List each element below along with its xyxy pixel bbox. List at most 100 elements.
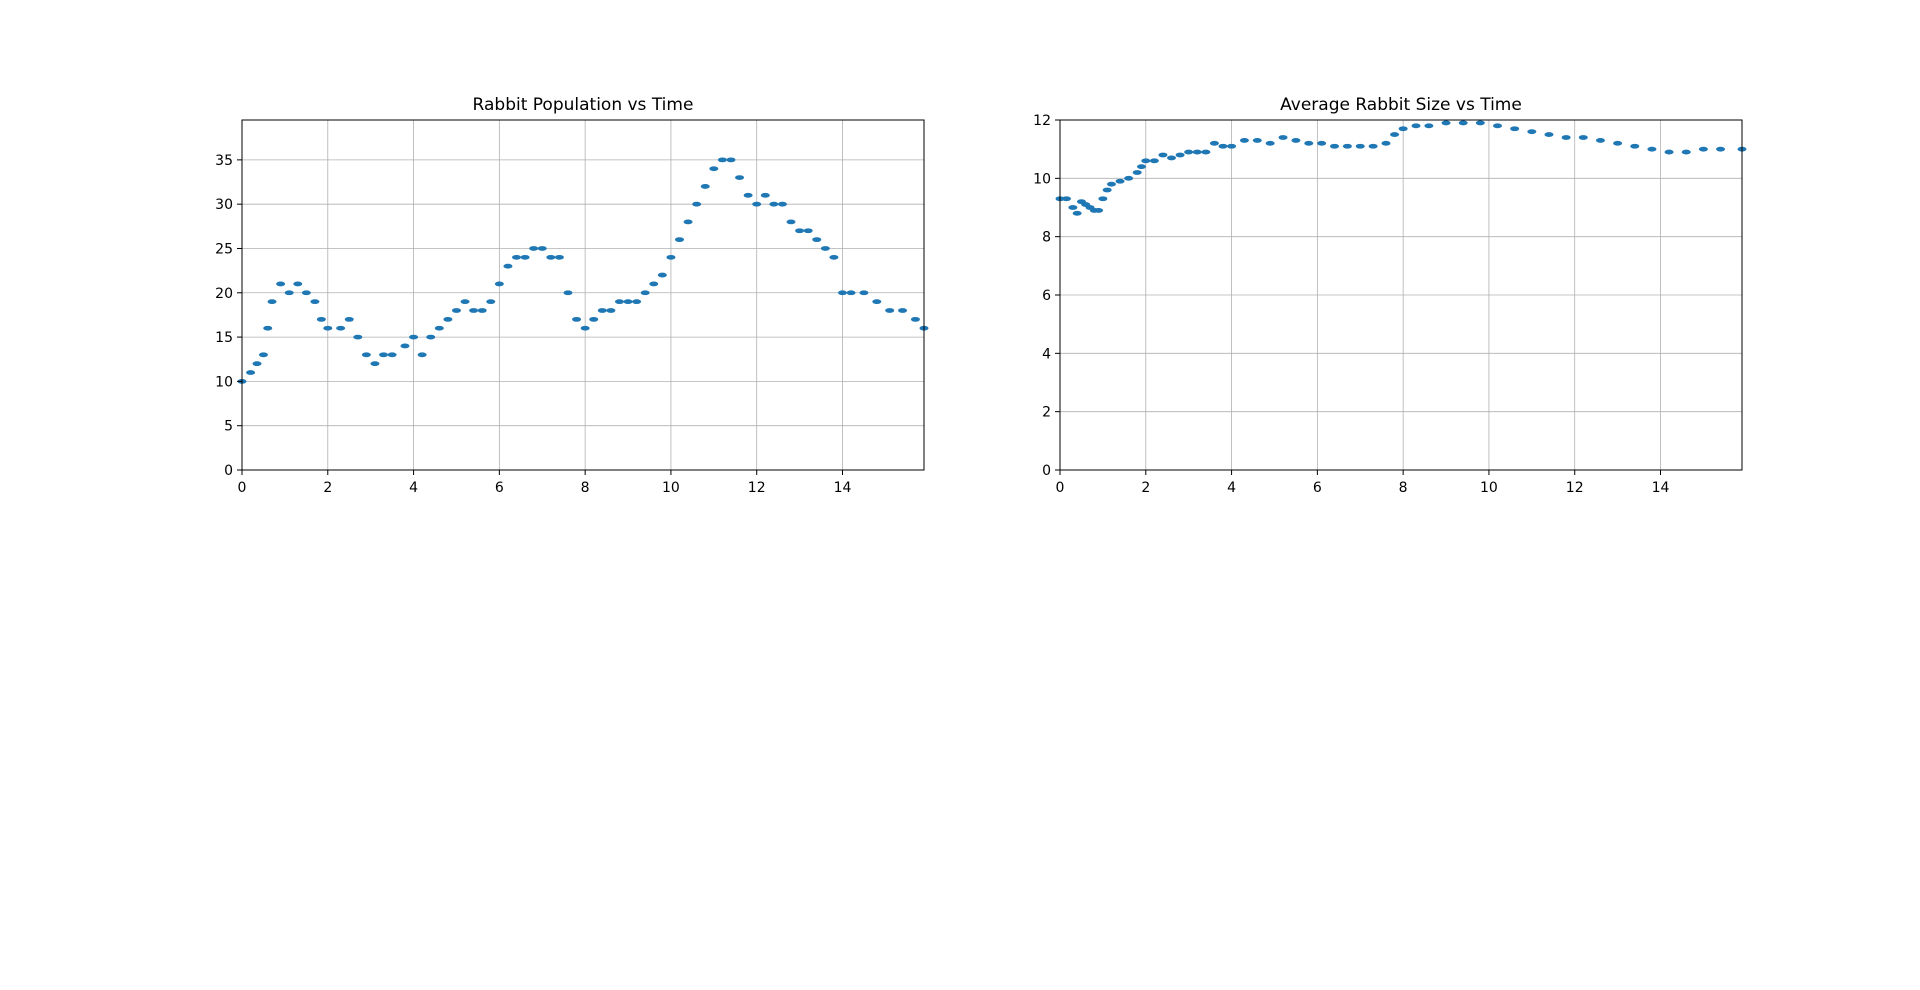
population-data-point bbox=[252, 361, 262, 367]
population-data-point bbox=[580, 325, 590, 331]
size-data-point bbox=[1578, 135, 1588, 140]
population-data-point bbox=[276, 281, 286, 287]
size-data-point bbox=[1072, 210, 1082, 216]
size-chart: Average Rabbit Size vs Time 0 2 4 6 8 10 12 140… bbox=[1033, 95, 1747, 496]
population-data-point bbox=[735, 175, 745, 180]
population-data-point bbox=[700, 184, 710, 189]
size-points bbox=[1055, 120, 1747, 216]
size-xtick-label: 0 bbox=[1056, 480, 1065, 496]
size-data-point bbox=[1368, 143, 1378, 149]
population-data-point bbox=[640, 290, 650, 296]
size-data-point bbox=[1716, 146, 1726, 152]
population-data-point bbox=[675, 237, 685, 243]
size-data-point bbox=[1239, 138, 1249, 143]
population-data-point bbox=[752, 201, 762, 207]
population-data-point bbox=[614, 299, 624, 305]
size-data-point bbox=[1664, 149, 1674, 155]
population-data-point bbox=[469, 308, 479, 313]
size-ytick-label: 8 bbox=[1042, 230, 1051, 246]
population-xtick-label: 2 bbox=[323, 480, 332, 496]
size-ytick-label: 0 bbox=[1042, 463, 1051, 479]
population-data-point bbox=[657, 272, 667, 278]
population-data-point bbox=[872, 299, 882, 305]
population-data-point bbox=[293, 281, 303, 287]
size-data-point bbox=[1613, 140, 1623, 146]
size-ytick-label: 6 bbox=[1042, 288, 1051, 304]
size-xtick-label: 4 bbox=[1227, 480, 1236, 496]
population-ytick-label: 30 bbox=[215, 197, 233, 213]
size-xtick-label: 2 bbox=[1141, 480, 1150, 496]
size-data-point bbox=[1647, 146, 1657, 152]
size-data-point bbox=[1544, 132, 1554, 137]
size-data-point bbox=[1115, 178, 1125, 184]
population-data-point bbox=[898, 308, 908, 313]
size-data-point bbox=[1630, 143, 1640, 149]
size-data-point bbox=[1681, 149, 1691, 155]
size-data-point bbox=[1424, 123, 1434, 129]
size-data-point bbox=[1458, 120, 1468, 126]
population-data-point bbox=[709, 166, 719, 172]
population-data-point bbox=[310, 299, 320, 305]
population-data-point bbox=[263, 325, 273, 331]
population-data-point bbox=[743, 192, 753, 198]
size-data-point bbox=[1158, 152, 1168, 158]
population-data-point bbox=[301, 290, 311, 296]
size-data-point bbox=[1068, 205, 1078, 210]
population-data-point bbox=[477, 308, 487, 313]
size-data-point bbox=[1098, 196, 1108, 202]
population-data-point bbox=[400, 343, 410, 349]
population-data-point bbox=[451, 308, 461, 313]
population-data-point bbox=[683, 219, 693, 225]
population-ytick-label: 10 bbox=[215, 374, 233, 390]
population-data-point bbox=[803, 228, 813, 234]
population-data-point bbox=[494, 281, 504, 287]
population-xtick-label: 14 bbox=[834, 480, 852, 496]
size-data-point bbox=[1167, 155, 1177, 161]
size-data-point bbox=[1124, 175, 1134, 181]
population-ytick-label: 35 bbox=[215, 153, 233, 169]
population-data-point bbox=[344, 316, 354, 322]
size-data-point bbox=[1141, 158, 1151, 164]
population-data-point bbox=[812, 237, 822, 243]
population-xtick-label: 6 bbox=[495, 480, 504, 496]
population-plot-frame bbox=[241, 119, 925, 471]
size-xtick-label: 8 bbox=[1399, 480, 1408, 496]
population-data-point bbox=[563, 290, 573, 296]
population-data-point bbox=[316, 316, 326, 322]
population-data-point bbox=[910, 316, 920, 322]
population-data-point bbox=[692, 201, 702, 207]
population-data-point bbox=[623, 299, 633, 305]
size-ytick-label: 12 bbox=[1033, 113, 1051, 129]
population-data-point bbox=[537, 246, 547, 251]
population-data-point bbox=[829, 254, 839, 260]
population-data-point bbox=[258, 352, 268, 358]
population-data-point bbox=[460, 299, 470, 305]
size-ytick-label: 10 bbox=[1033, 171, 1051, 187]
size-data-point bbox=[1227, 143, 1237, 149]
population-data-point bbox=[246, 370, 256, 375]
population-data-point bbox=[885, 308, 895, 313]
size-data-point bbox=[1149, 158, 1159, 164]
population-xtick-label: 10 bbox=[662, 480, 680, 496]
size-data-point bbox=[1061, 196, 1071, 202]
size-data-point bbox=[1106, 181, 1116, 187]
population-data-point bbox=[777, 201, 787, 207]
population-xtick-label: 4 bbox=[409, 480, 418, 496]
population-xtick-label: 8 bbox=[581, 480, 590, 496]
size-ticks: 0 2 4 6 8 10 12 14 0 2 4 6 8 10 12 bbox=[1033, 113, 1669, 496]
size-data-point bbox=[1698, 146, 1708, 152]
population-ytick-label: 0 bbox=[224, 463, 233, 479]
population-xtick-label: 0 bbox=[238, 480, 247, 496]
population-data-point bbox=[760, 192, 770, 198]
population-data-point bbox=[443, 316, 453, 322]
population-data-point bbox=[323, 325, 333, 331]
size-data-point bbox=[1493, 123, 1503, 129]
population-data-point bbox=[370, 361, 380, 367]
population-data-point bbox=[769, 201, 779, 207]
population-chart: Rabbit Population vs Time 0 2 4 6 8 10 12 14 0 5 1… bbox=[215, 95, 929, 496]
size-data-point bbox=[1527, 129, 1537, 135]
population-data-point bbox=[589, 316, 599, 322]
population-ytick-label: 5 bbox=[224, 419, 233, 435]
population-data-point bbox=[666, 254, 676, 260]
